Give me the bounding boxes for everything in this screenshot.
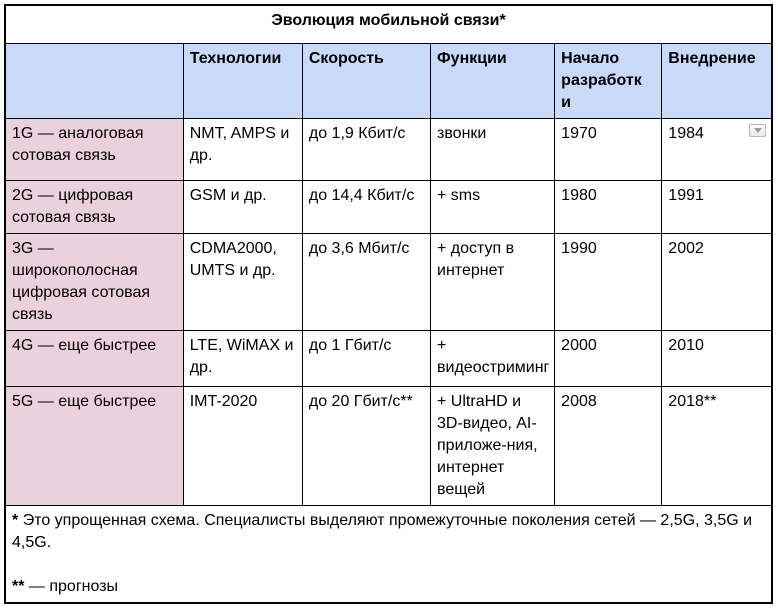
cell-speed: до 3,6 Мбит/с (301, 232, 432, 331)
footnote-marker: ** (12, 577, 25, 595)
cell-technologies: CDMA2000, UMTS и др. (182, 232, 303, 331)
footnote-simplified-scheme: * Это упрощенная схема. Специалисты выде… (12, 510, 765, 554)
col-header-dev-start: Начало разработки (554, 42, 663, 119)
table-row-5g: 5G — еще быстрее IMT-2020 до 20 Гбит/с**… (4, 385, 773, 506)
cell-deployment: 2002 (661, 232, 773, 331)
dropdown-triangle-icon (753, 127, 762, 133)
cell-generation: 5G — еще быстрее (4, 385, 184, 506)
table-row-2g: 2G — цифровая сотовая связь GSM и др. до… (4, 179, 773, 234)
col-header-technologies: Технологии (182, 42, 303, 119)
table-title-row: Эволюция мобильной связи* (4, 4, 773, 44)
dropdown-arrow-icon[interactable] (749, 123, 766, 137)
table-header-row: Технологии Скорость Функции Начало разра… (4, 42, 773, 119)
cell-generation: 1G — аналоговая сотовая связь (4, 117, 184, 181)
cell-dev-start: 2008 (554, 385, 663, 506)
cell-functions: + видеостриминг (430, 329, 556, 387)
cell-dev-start: 1980 (554, 179, 663, 234)
table-row-1g: 1G — аналоговая сотовая связь NMT, AMPS … (4, 117, 773, 181)
footnote-forecasts: ** — прогнозы (12, 576, 765, 598)
cell-deployment-value: 1984 (668, 124, 704, 142)
cell-generation: 2G — цифровая сотовая связь (4, 179, 184, 234)
cell-generation: 4G — еще быстрее (4, 329, 184, 387)
cell-generation: 3G — широкополосная цифровая сотовая свя… (4, 232, 184, 331)
cell-technologies: NMT, AMPS и др. (182, 117, 303, 181)
table-row-4g: 4G — еще быстрее LTE, WiMAX и др. до 1 Г… (4, 329, 773, 387)
cell-deployment: 2018** (661, 385, 773, 506)
cell-technologies: LTE, WiMAX и др. (182, 329, 303, 387)
cell-deployment: 2010 (661, 329, 773, 387)
cell-functions: + доступ в интернет (430, 232, 556, 331)
col-header-dev-start-label: Начало разработки (561, 49, 642, 111)
cell-technologies: IMT-2020 (182, 385, 303, 506)
cell-functions: + UltraHD и 3D-видео, AI-приложе-ния, ин… (430, 385, 556, 506)
col-header-functions: Функции (430, 42, 556, 119)
cell-speed: до 1 Гбит/с (301, 329, 432, 387)
mobile-evolution-table: Эволюция мобильной связи* Технологии Ско… (4, 4, 773, 604)
cell-speed: до 14,4 Кбит/с (301, 179, 432, 234)
cell-dev-start: 1970 (554, 117, 663, 181)
cell-speed: до 20 Гбит/с** (301, 385, 432, 506)
table-row-3g: 3G — широкополосная цифровая сотовая свя… (4, 232, 773, 331)
footnote-text: — прогнозы (28, 577, 119, 595)
col-header-generation (4, 42, 184, 119)
table-footnote-row: * Это упрощенная схема. Специалисты выде… (4, 504, 773, 603)
cell-dev-start: 2000 (554, 329, 663, 387)
cell-deployment: 1984 (661, 117, 773, 181)
col-header-speed: Скорость (301, 42, 432, 119)
cell-functions: звонки (430, 117, 556, 181)
cell-technologies: GSM и др. (182, 179, 303, 234)
footnote-text: Это упрощенная схема. Специалисты выделя… (12, 511, 753, 551)
footnote-marker: * (12, 511, 19, 529)
cell-functions: + sms (430, 179, 556, 234)
table-title: Эволюция мобильной связи* (4, 4, 773, 44)
col-header-deployment: Внедрение (661, 42, 773, 119)
cell-speed: до 1,9 Кбит/с (301, 117, 432, 181)
cell-deployment: 1991 (661, 179, 773, 234)
footnotes-area: * Это упрощенная схема. Специалисты выде… (4, 504, 773, 603)
cell-dev-start: 1990 (554, 232, 663, 331)
